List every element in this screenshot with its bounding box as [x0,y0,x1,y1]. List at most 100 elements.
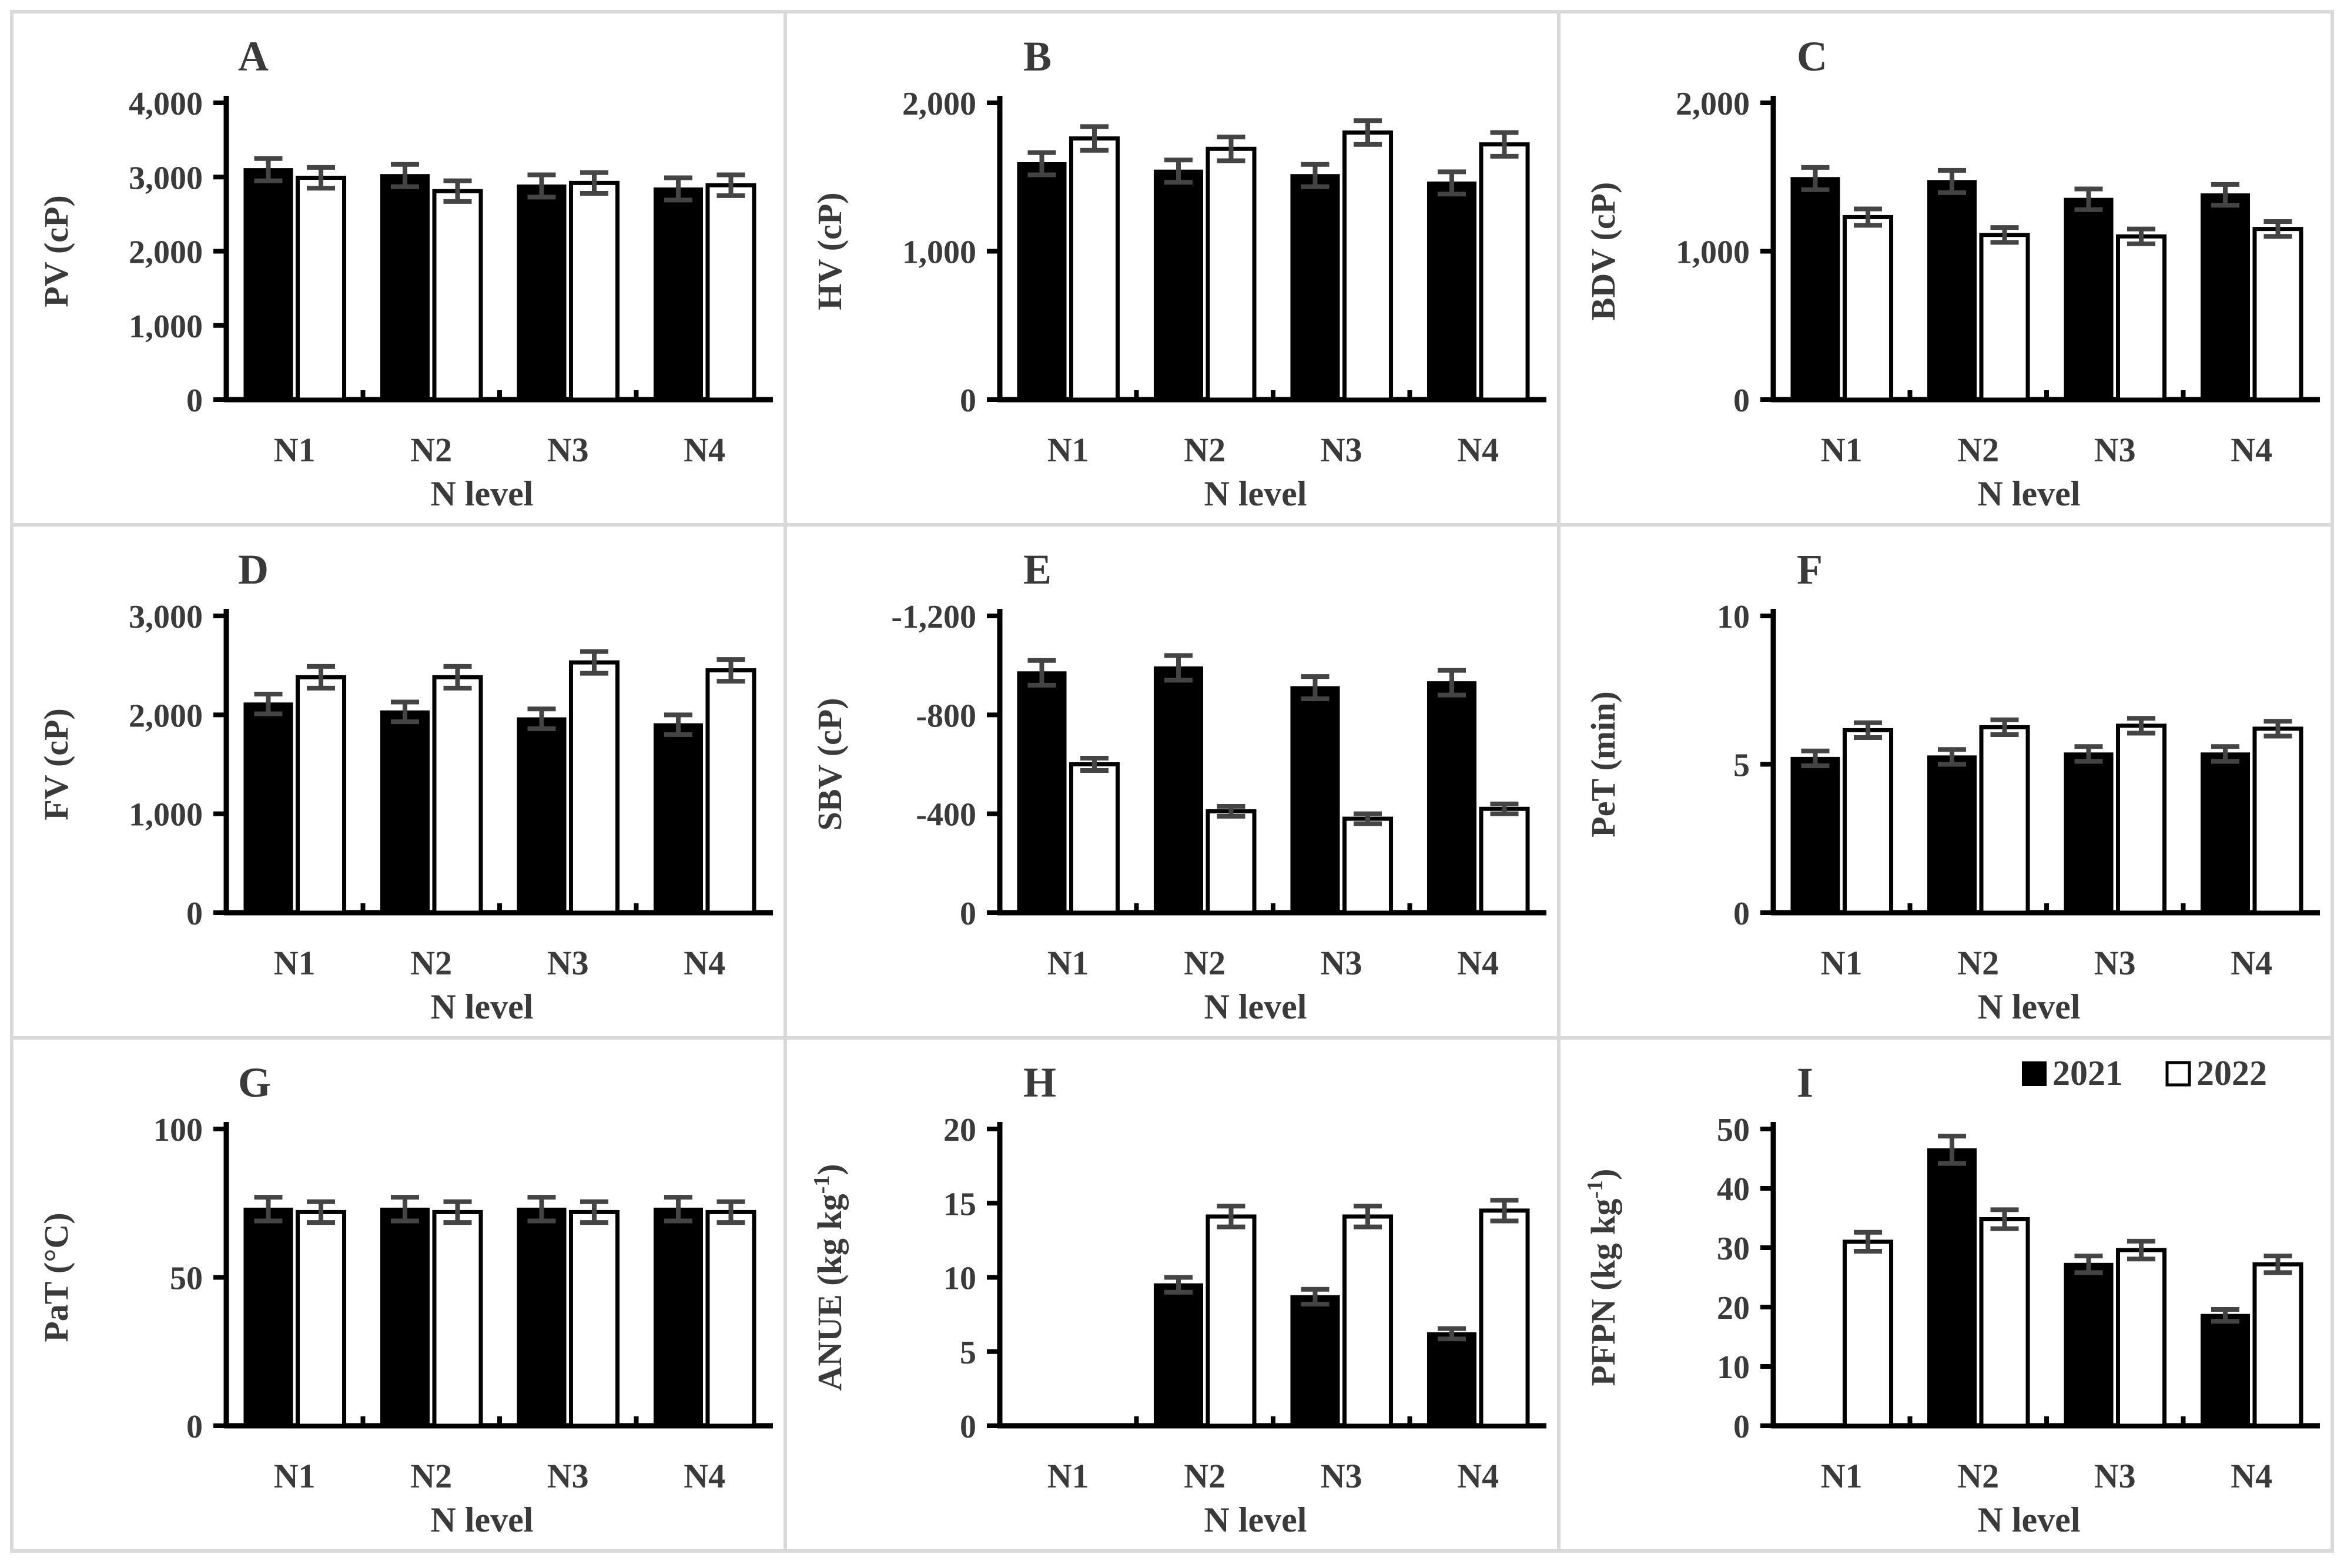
error-bar-2022-n2 [1990,1207,2019,1231]
error-bar-2022-n2 [443,1199,472,1225]
error-bar-2021-n2 [1164,158,1193,185]
y-tick-label: 0 [1733,896,1750,932]
bar-2021-n1 [1017,671,1067,914]
y-tick-label: 4,000 [129,86,203,122]
error-bar-2021-n1 [1801,748,1830,769]
panel-i: I 0 10 20 30 40 50 N1 N2 N3 N4 N level PFPN (kg kg-1… [1557,1036,2334,1553]
panel-letter: I [1797,1059,1813,1106]
x-tick-label-n4: N4 [1457,431,1499,469]
y-tick-label: -1,200 [891,599,976,635]
bar-2022-n3 [568,660,620,915]
error-bar-2022-n4 [716,657,745,684]
bar-2021-n3 [1290,174,1340,401]
error-bar-2021-n4 [1437,1326,1466,1342]
y-tick-label: 20 [1717,1290,1750,1326]
error-bar-2022-n4 [2263,719,2292,739]
bar-2021-n2 [1927,180,1977,401]
error-bar-2021-n3 [2074,744,2103,764]
x-tick-label-n3: N3 [1321,944,1362,982]
error-bar-2022-n3 [580,170,609,196]
panel-h: H 0 5 10 15 20 N1 N2 N3 N4 N level ANUE (kg kg-1) [783,1036,1561,1553]
x-axis-title: N level [1978,987,2081,1026]
error-bar-2022-n1 [1854,1229,1883,1254]
y-tick-label: 50 [170,1261,203,1297]
y-axis-title: BDV (cP) [1584,182,1622,321]
error-bar-2022-n4 [2263,1254,2292,1275]
y-tick-label: 0 [186,896,203,932]
error-bar-2022-n4 [1490,1198,1519,1224]
bar-2021-n4 [653,1207,704,1428]
panel-d: D 0 1,000 2,000 3,000 N1 N2 N3 N4 N level FV (cP) [10,523,787,1040]
bar-2022-n1 [295,176,347,402]
y-tick-label: 0 [960,1409,976,1445]
y-tick-label: 3,000 [129,160,203,196]
x-tick-label-n3: N3 [2094,1457,2136,1495]
x-tick-label-n3: N3 [1321,431,1362,469]
panel-letter: H [1023,1059,1056,1106]
y-axis-title: ANUE (kg kg-1) [809,1164,849,1391]
y-axis-title: FV (cP) [37,708,75,820]
y-tick-label: 0 [960,896,976,932]
x-tick-label-n1: N1 [1047,944,1089,982]
bar-2021-n1 [243,168,293,401]
error-bar-2022-n3 [1354,811,1382,826]
bar-2022-n2 [432,675,483,915]
x-tick-label-n2: N2 [1184,944,1225,982]
bar-2022-n2 [1979,233,2030,402]
x-axis-title: N level [1204,474,1307,513]
error-bar-2021-n3 [1301,162,1330,189]
y-axis-title: PV (cP) [37,195,75,307]
x-tick-label-n1: N1 [274,431,316,469]
y-tick-label: 1,000 [129,797,203,833]
y-axis-title: PFPN (kg kg-1) [1583,1169,1622,1386]
x-tick-label-n3: N3 [547,431,589,469]
x-axis-title: N level [431,474,534,513]
bar-2022-n1 [1842,1239,1894,1428]
error-bar-2022-n3 [1354,118,1382,147]
error-bar-2022-n2 [1217,135,1245,163]
x-tick-label-n3: N3 [547,1457,589,1495]
panel-g: G 0 50 100 N1 N2 N3 N4 N level PaT (°C) [10,1036,787,1553]
y-tick-label: 15 [943,1186,976,1222]
error-bar-2022-n4 [1490,130,1519,159]
error-bar-2021-n1 [1027,658,1056,688]
y-axis-title: HV (cP) [811,192,849,310]
x-tick-label-n4: N4 [684,944,725,982]
x-tick-label-n4: N4 [1457,944,1499,982]
legend-label-2022: 2022 [2196,1054,2267,1093]
y-tick-label: 50 [1717,1112,1750,1148]
error-bar-2021-n2 [390,162,419,189]
error-bar-2022-n3 [580,649,609,676]
bar-2022-n2 [432,189,483,402]
bar-2022-n2 [1206,809,1257,915]
x-tick-label-n2: N2 [1184,1457,1225,1495]
panel-letter: B [1023,33,1052,80]
bar-2021-n2 [380,1207,430,1428]
y-tick-label: -400 [916,797,976,833]
error-bar-2022-n2 [1217,804,1245,819]
bar-2021-n4 [2200,1314,2251,1428]
x-tick-label-n3: N3 [2094,944,2136,982]
panel-c: C 0 1,000 2,000 N1 N2 N3 N4 N level BDV (cP) [1557,10,2334,527]
error-bar-2022-n1 [307,165,336,191]
error-bar-2021-n2 [390,1195,419,1224]
y-tick-label: 0 [1733,383,1750,419]
bar-2022-n3 [568,1209,620,1428]
x-axis-title: N level [1978,474,2081,513]
error-bar-2021-n3 [1301,1286,1330,1306]
y-tick-label: 10 [943,1261,976,1297]
bar-2022-n2 [1206,1214,1257,1428]
bar-2022-n2 [432,1209,483,1428]
x-tick-label-n4: N4 [684,431,725,469]
legend-swatch-2021 [2022,1061,2047,1086]
y-axis-title: SBV (cP) [811,698,849,830]
x-tick-label-n2: N2 [410,431,452,469]
y-tick-label: 0 [186,1409,203,1445]
bar-2021-n2 [1927,755,1977,914]
x-tick-label-n2: N2 [1957,944,1999,982]
panel-letter: F [1797,546,1823,593]
bar-2021-n2 [1153,169,1204,401]
bar-2022-n4 [2252,726,2303,915]
bar-2022-n2 [1979,1217,2030,1428]
error-bar-2022-n2 [1990,225,2019,245]
